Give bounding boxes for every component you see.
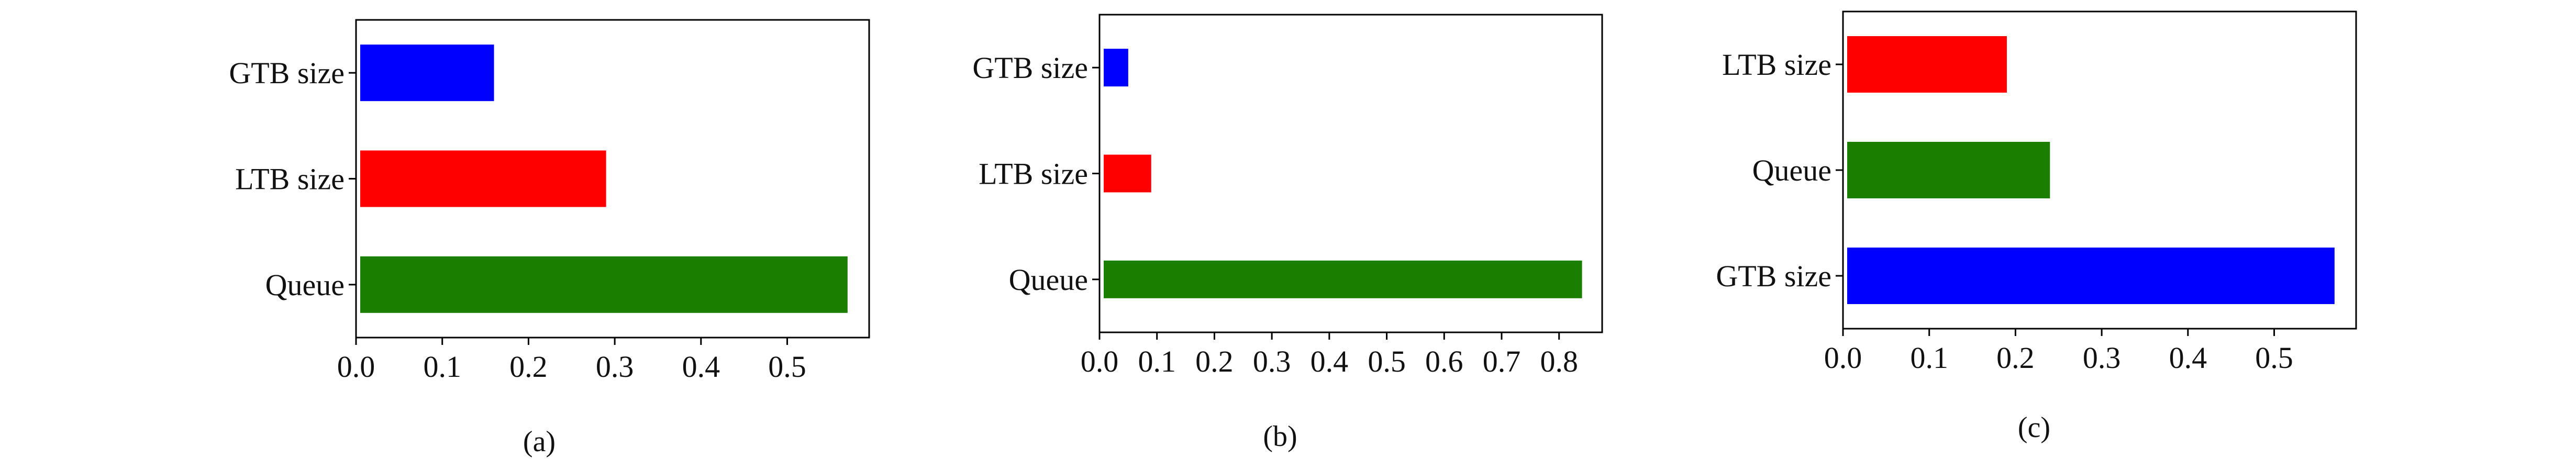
bar-gtb-size — [1104, 49, 1128, 87]
y-tick-label-gtb-size: GTB size — [1716, 259, 1831, 293]
x-tick-label: 0.7 — [1483, 344, 1521, 378]
y-tick-label-ltb-size: LTB size — [235, 162, 345, 196]
y-tick-label-queue: Queue — [265, 268, 345, 302]
caption-c: (c) — [2018, 411, 2050, 444]
x-tick-label: 0.3 — [1253, 344, 1291, 378]
caption-a: (a) — [523, 426, 556, 458]
x-tick-label: 0.2 — [509, 350, 548, 384]
bar-ltb-size — [1847, 36, 2007, 93]
y-tick-label-ltb-size: LTB size — [979, 157, 1088, 191]
x-tick-label: 0.4 — [682, 350, 720, 384]
y-tick-label-queue: Queue — [1752, 153, 1831, 187]
x-tick-label: 0.3 — [2083, 341, 2121, 375]
x-tick-label: 0.6 — [1425, 344, 1463, 378]
x-tick-label: 0.5 — [1368, 344, 1406, 378]
x-tick-label: 0.0 — [1081, 344, 1119, 378]
x-tick-label: 0.1 — [423, 350, 461, 384]
x-tick-label: 0.4 — [2169, 341, 2207, 375]
x-tick-label: 0.1 — [1138, 344, 1176, 378]
x-tick-label: 0.1 — [1910, 341, 1948, 375]
bar-queue — [1847, 142, 2050, 198]
x-tick-label: 0.2 — [1996, 341, 2035, 375]
x-tick-label: 0.2 — [1195, 344, 1234, 378]
bar-gtb-size — [1847, 248, 2335, 304]
bar-queue — [360, 256, 848, 313]
bar-gtb-size — [360, 44, 494, 102]
y-tick-label-ltb-size: LTB size — [1722, 48, 1831, 82]
x-tick-label: 0.0 — [1824, 341, 1862, 375]
x-tick-label: 0.4 — [1311, 344, 1349, 378]
bar-ltb-size — [1104, 154, 1151, 193]
y-tick-label-gtb-size: GTB size — [972, 51, 1088, 85]
x-tick-label: 0.8 — [1540, 344, 1578, 378]
x-tick-label: 0.0 — [337, 350, 375, 384]
y-tick-label-queue: Queue — [1009, 263, 1088, 297]
y-tick-label-gtb-size: GTB size — [229, 56, 345, 90]
x-tick-label: 0.3 — [596, 350, 634, 384]
caption-b: (b) — [1263, 420, 1297, 453]
x-tick-label: 0.5 — [768, 350, 806, 384]
bar-queue — [1104, 260, 1582, 298]
chart-panel-b: GTB size LTB size Queue 0.0 0.1 0.2 0.3 0.4 0.5 0… — [972, 14, 1603, 378]
x-tick-label: 0.5 — [2255, 341, 2293, 375]
chart-panel-a: GTB size LTB size Queue 0.0 0.1 0.2 0.3 0.4 0.5 — [229, 19, 870, 384]
bar-ltb-size — [360, 150, 606, 207]
chart-panel-c: LTB size Queue GTB size 0.0 0.1 0.2 0.3 0.4 0.5 — [1716, 10, 2357, 375]
